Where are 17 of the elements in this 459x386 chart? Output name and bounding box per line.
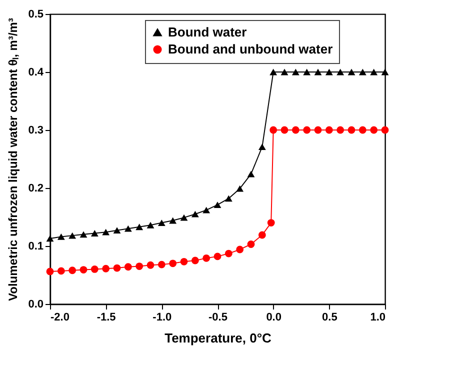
- y-tick-label: 0.4: [28, 66, 44, 78]
- x-tick-label: -2.0: [50, 312, 70, 324]
- x-tick-label: -1.5: [96, 312, 116, 324]
- legend-label: Bound water: [168, 24, 247, 40]
- y-tick-label: 0.2: [28, 182, 44, 194]
- x-tick-label: 1.0: [370, 312, 386, 324]
- x-tick-label: 0.5: [322, 312, 338, 324]
- y-tick-label: 0.5: [28, 8, 44, 20]
- legend-label: Bound and unbound water: [168, 42, 333, 56]
- x-tick-label: 0.0: [266, 312, 282, 324]
- x-axis-title: Temperature, 0°C: [164, 330, 272, 346]
- x-tick-label: -1.0: [152, 312, 172, 324]
- y-axis-title: Volumetric unfrozen liquid water content θₗ, m³/m³: [6, 18, 20, 301]
- x-tick-label: -0.5: [208, 312, 228, 324]
- y-tick-label: 0.1: [28, 240, 44, 252]
- y-tick-label: 0.3: [28, 124, 44, 136]
- y-tick-label: 0.0: [28, 298, 44, 310]
